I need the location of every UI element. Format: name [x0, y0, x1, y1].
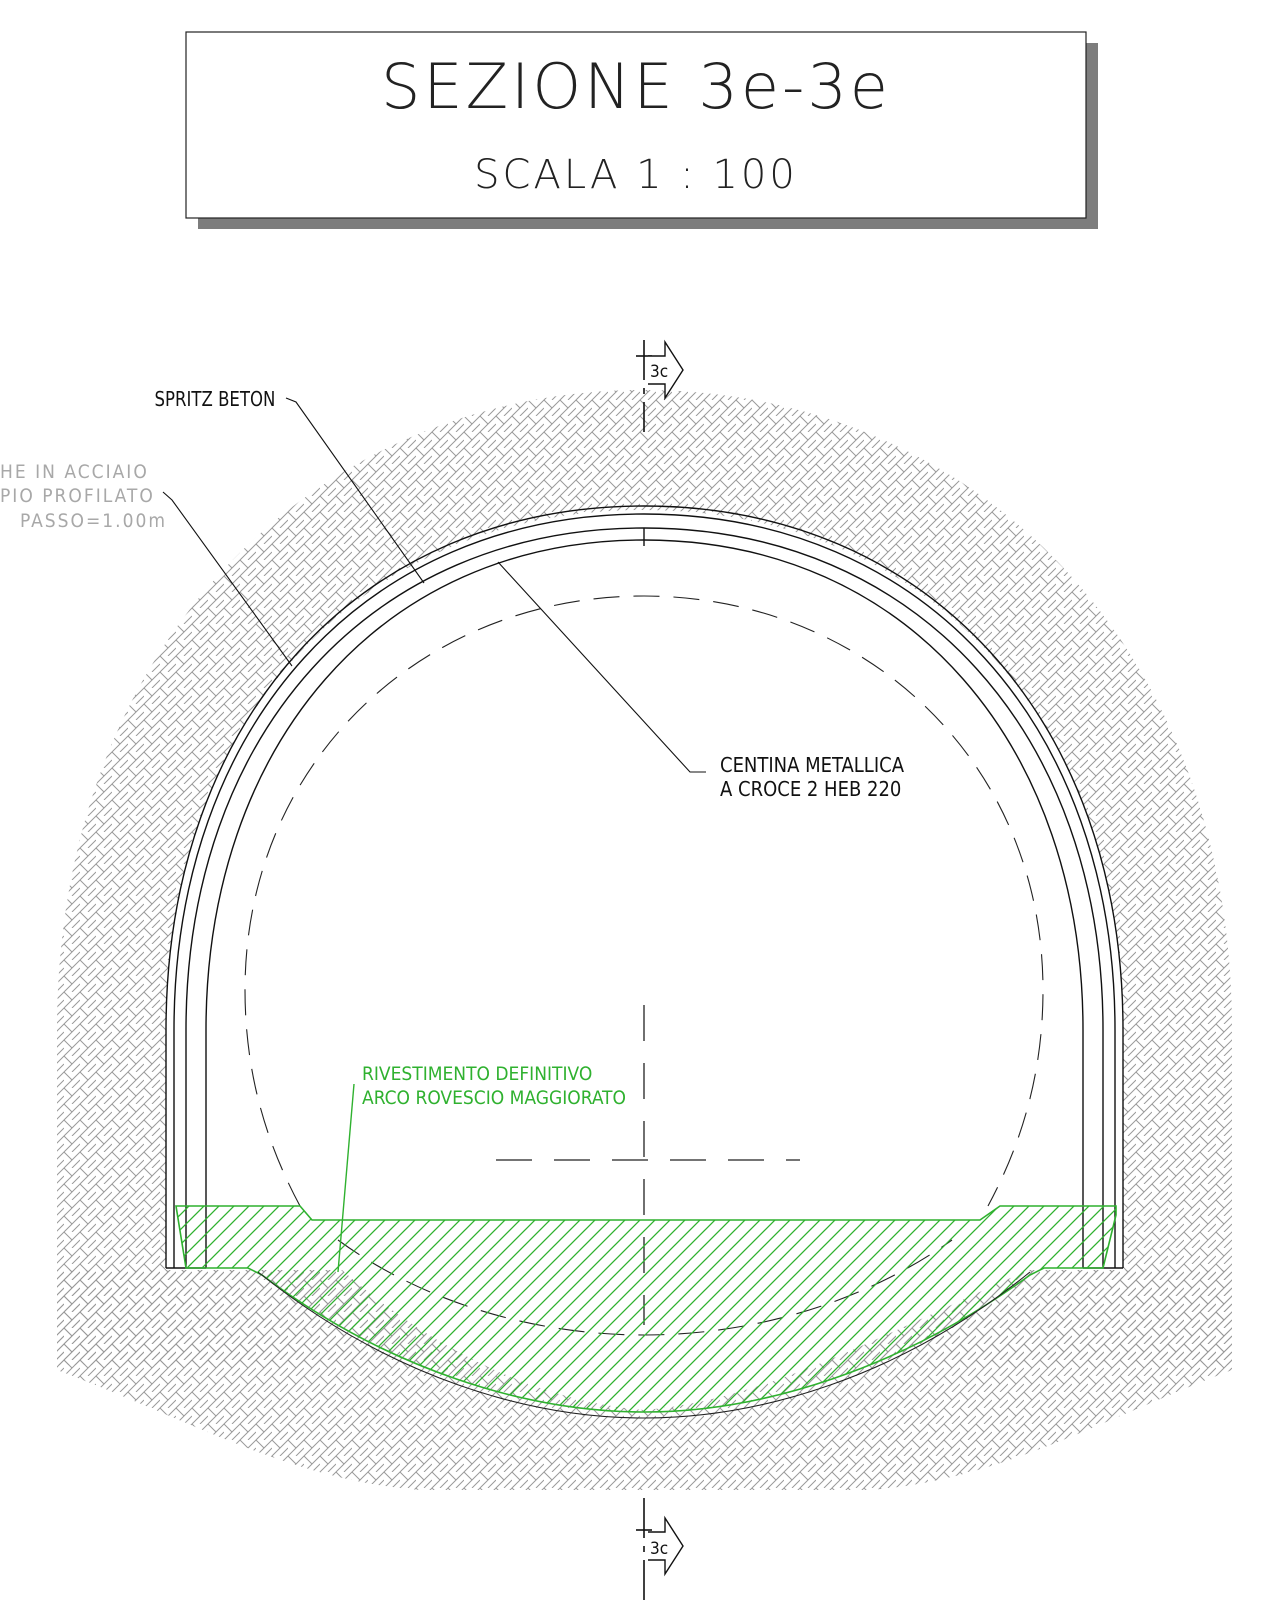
section-marker-top: 3c: [636, 339, 684, 432]
scale-label: SCALA 1 : 100: [474, 152, 798, 198]
section-arrow-top: [648, 339, 684, 401]
title-block: SEZIONE 3e-3e SCALA 1 : 100: [185, 31, 1098, 229]
lining-outer-arc: [165, 505, 1124, 1268]
tunnel-lining: [165, 505, 1124, 1269]
invert-concrete: [175, 1205, 1117, 1413]
label-spritz-beton: SPRITZ BETON: [155, 387, 276, 411]
label-rivestimento-line2: ARCO ROVESCIO MAGGIORATO: [362, 1087, 626, 1109]
label-steel-line1: HE IN ACCIAIO: [0, 461, 149, 483]
annotation-labels: SPRITZ BETON HE IN ACCIAIO PIO PROFILATO…: [0, 387, 905, 1109]
section-marker-bottom: 3c: [636, 1498, 684, 1600]
label-steel-line2: PIO PROFILATO: [0, 485, 155, 507]
section-mark-top-label: 3c: [650, 362, 668, 382]
label-centina-line1: CENTINA METALLICA: [720, 753, 905, 777]
label-rivestimento-line1: RIVESTIMENTO DEFINITIVO: [362, 1063, 592, 1085]
label-steel-line3: PASSO=1.00m: [20, 510, 167, 532]
section-mark-bottom-label: 3c: [650, 1539, 668, 1559]
title-block-frame: [185, 31, 1087, 219]
leader-lines: [162, 397, 706, 773]
lining-arc-2: [173, 513, 1116, 1268]
section-arrow-bottom: [648, 1515, 684, 1577]
leader-spritz-beton: [285, 397, 425, 584]
leader-centina: [497, 561, 706, 773]
section-title: SEZIONE 3e-3e: [381, 50, 891, 123]
label-centina-line2: A CROCE 2 HEB 220: [720, 777, 901, 801]
invert-outer-boundary: [257, 1271, 1031, 1419]
leader-steel-ribs: [162, 491, 293, 667]
leader-rivestimento: [337, 1083, 355, 1273]
